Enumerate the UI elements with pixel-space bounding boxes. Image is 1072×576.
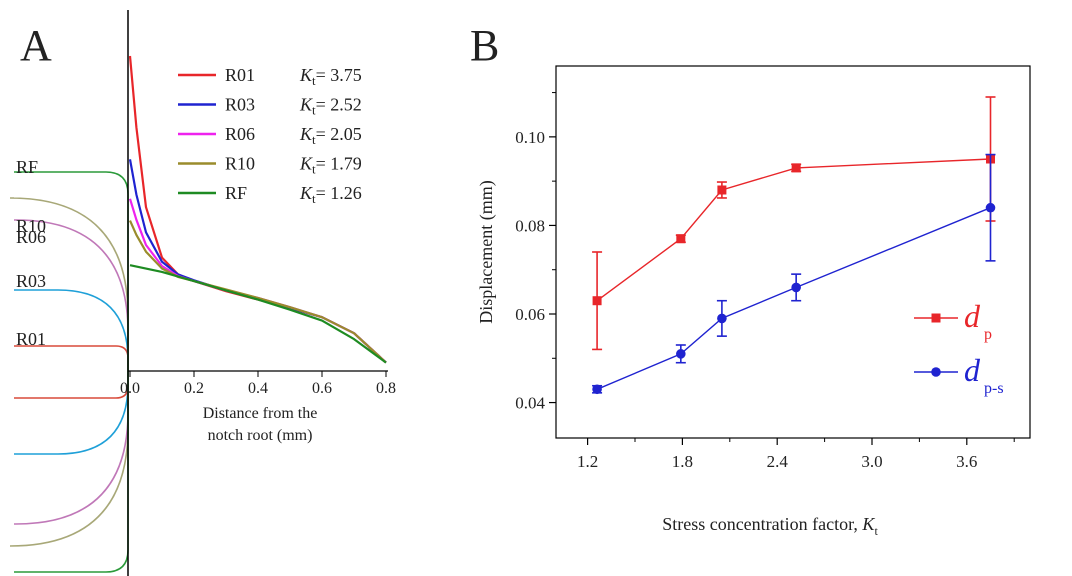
panel-a-xlabel-line1: Distance from the [203,405,318,422]
panel-a: RF R10 R06 R03 R01 0.0 0.2 0.4 0.6 0.8 Dista… [9,10,396,576]
series-line-dp [596,158,991,302]
panel-b-axes: 1.2 1.8 2.4 3.0 3.6 0.04 0.06 0.08 0.10 [515,92,1015,471]
data-point-dp [717,185,727,195]
legend-label-dp: d [964,298,981,334]
panel-a-tick-label: 0.2 [184,380,204,397]
legend-name-r03: R03 [225,95,255,115]
legend-sub-dp-s: p-s [984,380,1004,397]
legend-kt-symbol: K [299,154,313,174]
legend-kt-symbol: K [299,95,313,115]
legend-kt-value: = 1.26 [316,183,362,203]
notch-label-r03: R03 [16,271,46,291]
legend-kt-sub: t [312,73,316,88]
panel-b-y-tick-label: 0.04 [515,394,545,413]
data-point-dp-s [791,282,801,293]
legend-marker-dp [931,313,941,323]
panel-b-x-tick-label: 2.4 [767,452,789,471]
legend-kt-sub: t [312,162,316,177]
legend-kt-r06: Kt= 2.05 [299,124,362,147]
legend-label-dp-s: d [964,352,981,388]
legend-sub-dp: p [984,326,992,343]
panel-b-series [592,96,996,395]
legend-kt-rf: Kt= 1.26 [299,183,362,206]
data-point-dp [592,296,602,306]
legend-kt-r01: Kt= 3.75 [299,65,362,88]
panel-a-tick-label: 0.4 [248,380,268,397]
legend-kt-value: = 3.75 [316,65,362,85]
panel-b-y-tick-label: 0.06 [515,305,545,324]
curve-r06 [128,198,387,364]
panel-b-x-tick-label: 3.0 [861,452,882,471]
legend-name-r06: R06 [225,124,255,144]
notch-label-r01: R01 [16,329,46,349]
curve-rf [129,264,387,364]
stress-curves [128,55,387,364]
notch-label-r06: R06 [16,227,46,247]
panel-b-y-tick-label: 0.10 [515,128,545,147]
data-point-dp-s [592,384,602,395]
legend-kt-symbol: K [299,183,313,203]
panel-a-xlabel-line2: notch root (mm) [208,427,313,444]
legend-kt-sub: t [312,132,316,147]
data-point-dp-s [717,313,727,324]
notch-profile-r06 [14,219,129,525]
series-line-dp-s [596,207,991,390]
legend-marker-dp-s [931,367,941,377]
legend-kt-value: = 2.05 [316,124,362,144]
legend-kt-value: = 2.52 [316,95,362,115]
legend-kt-value: = 1.79 [316,154,362,174]
plot-frame [555,65,1031,439]
legend-kt-symbol: K [299,65,313,85]
panel-b-x-tick-label: 1.2 [577,452,598,471]
panel-b-xlabel-text: Stress concentration factor, [662,514,862,534]
legend-name-rf: RF [225,183,247,203]
legend-kt-sub: t [312,103,316,118]
data-point-dp [676,234,686,244]
panel-a-tick-label: 0.0 [120,380,140,397]
panel-b-x-tick-label: 1.8 [672,452,693,471]
panel-b-xlabel: Stress concentration factor, Kt [662,514,878,538]
panel-a-label: A [20,21,52,70]
notch-profile-r10 [9,197,129,547]
panel-b-xlabel-sub: t [874,524,878,538]
panel-b-x-tick-label: 3.6 [956,452,977,471]
panel-a-tick-label: 0.6 [312,380,332,397]
panel-a-x-ticks: 0.0 0.2 0.4 0.6 0.8 [120,371,396,397]
legend-name-r10: R10 [225,154,255,174]
legend-kt-r10: Kt= 1.79 [299,154,362,177]
data-point-dp-s [985,202,996,213]
legend-name-r01: R01 [225,65,255,85]
legend-kt-r03: Kt= 2.52 [299,95,362,118]
panel-b-label: B [470,21,499,70]
data-point-dp-s [676,349,686,359]
notch-label-rf: RF [16,157,38,177]
notch-profile-r01 [14,345,129,399]
legend-kt-symbol: K [299,124,313,144]
legend-kt-sub: t [312,191,316,206]
curve-r10 [128,220,387,364]
panel-a-tick-label: 0.8 [376,380,396,397]
panel-b-y-tick-label: 0.08 [515,216,545,235]
panel-b-ylabel: Displacement (mm) [476,180,497,323]
panel-b-xlabel-k: K [861,514,875,534]
data-point-dp [791,163,801,173]
notch-profile-r03 [14,289,129,455]
notch-label-r10: R10 [16,216,46,236]
